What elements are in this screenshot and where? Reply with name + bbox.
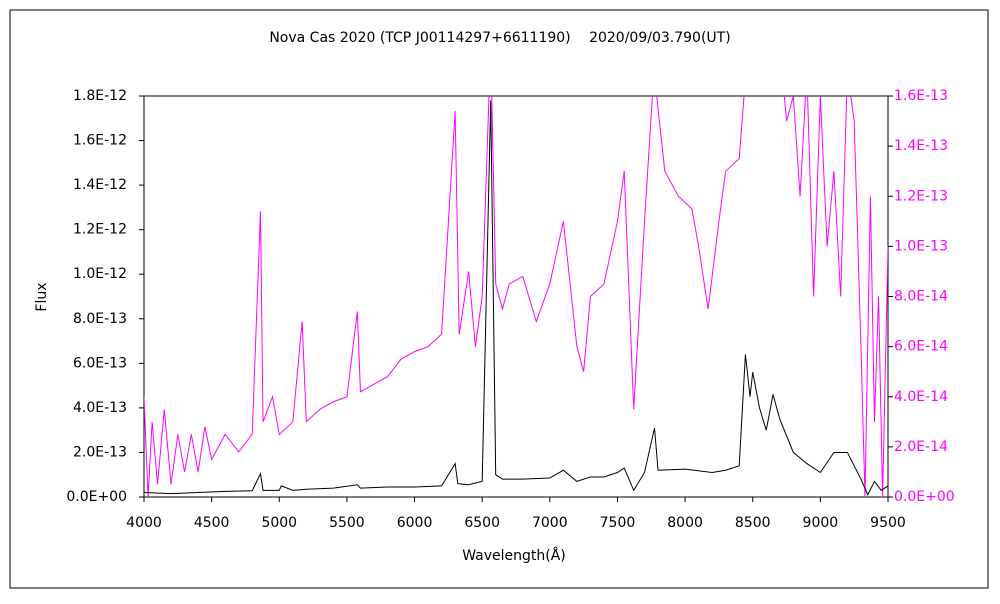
- y-tick-label: 1.4E-12: [73, 177, 127, 193]
- y-axis-label: Flux: [34, 282, 50, 311]
- y-tick-label: 1.6E-12: [73, 133, 127, 149]
- y2-tick-label: 0.0E+00: [894, 489, 955, 505]
- x-tick-label: 6000: [397, 515, 433, 531]
- y2-tick-label: 1.6E-13: [894, 88, 948, 104]
- y-tick-label: 2.0E-13: [73, 444, 127, 460]
- x-tick-label: 4000: [126, 515, 162, 531]
- x-tick-label: 8000: [667, 515, 703, 531]
- x-tick-label: 9500: [870, 515, 906, 531]
- y2-tick-label: 1.2E-13: [894, 188, 948, 204]
- x-tick-label: 6500: [464, 515, 500, 531]
- y2-tick-label: 4.0E-14: [894, 389, 948, 405]
- y-tick-label: 1.2E-12: [73, 222, 127, 238]
- y2-tick-label: 8.0E-14: [894, 289, 948, 305]
- x-tick-label: 5000: [261, 515, 297, 531]
- y2-tick-label: 2.0E-14: [894, 439, 948, 455]
- x-tick-label: 5500: [329, 515, 365, 531]
- x-tick-label: 7500: [600, 515, 636, 531]
- y2-tick-label: 1.4E-13: [894, 138, 948, 154]
- y-tick-label: 0.0E+00: [66, 489, 127, 505]
- y-tick-label: 1.0E-12: [73, 266, 127, 282]
- x-tick-label: 9000: [803, 515, 839, 531]
- plot-lines: [144, 96, 888, 497]
- x-axis-label: Wavelength(Å): [462, 547, 566, 564]
- spectrum-line: [144, 100, 888, 496]
- x-tick-label: 4500: [194, 515, 230, 531]
- y-tick-label: 8.0E-13: [73, 311, 127, 327]
- x-tick-label: 7000: [532, 515, 568, 531]
- y2-tick-label: 1.0E-13: [894, 238, 948, 254]
- y-tick-label: 1.8E-12: [73, 88, 127, 104]
- y-tick-label: 4.0E-13: [73, 400, 127, 416]
- y-tick-label: 6.0E-13: [73, 355, 127, 371]
- spectrum-line: [144, 96, 888, 497]
- chart-title: Nova Cas 2020 (TCP J00114297+6611190) 20…: [269, 30, 730, 46]
- x-tick-label: 8500: [735, 515, 771, 531]
- y2-tick-label: 6.0E-14: [894, 339, 948, 355]
- chart-frame: [9, 9, 989, 589]
